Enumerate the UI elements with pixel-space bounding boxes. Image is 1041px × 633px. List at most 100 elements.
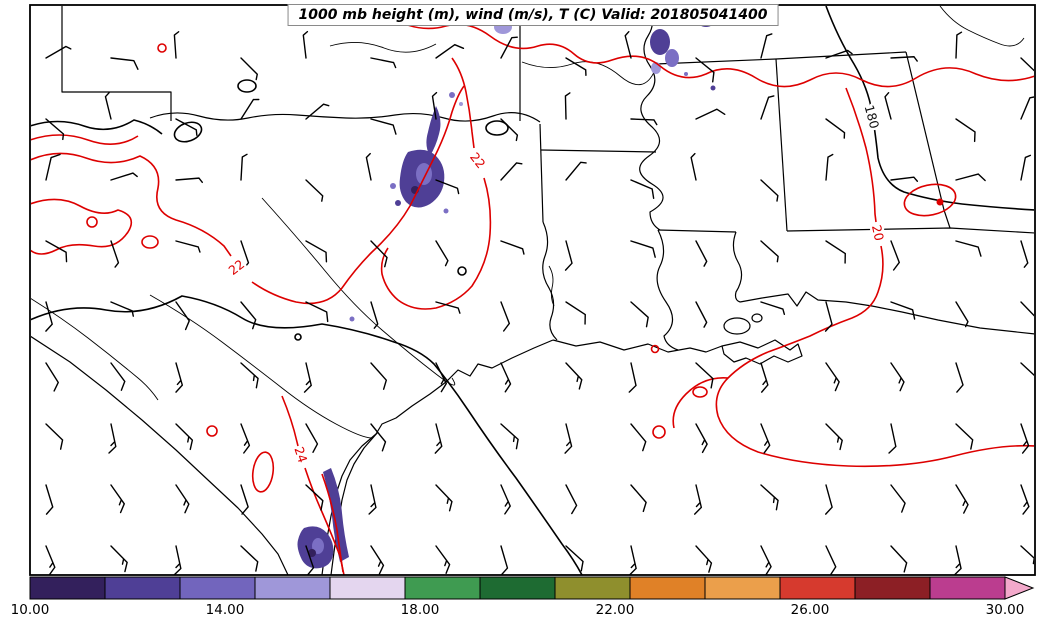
wind-barb — [370, 423, 387, 452]
wind-barb — [435, 362, 447, 393]
wind-barb — [890, 362, 905, 392]
wind-barb — [240, 484, 249, 515]
wind-barb — [435, 484, 453, 512]
wind-barb — [431, 91, 438, 120]
wind-barb — [565, 161, 587, 181]
wind-barb — [695, 423, 708, 454]
wind-barb — [240, 57, 258, 81]
wind-barb — [760, 423, 771, 454]
wind-barb — [955, 118, 976, 143]
wind-barb — [690, 152, 697, 181]
wind-barb — [305, 545, 315, 575]
wind-barb — [1020, 362, 1034, 389]
wind-barb — [110, 57, 139, 70]
wind-barb — [630, 118, 658, 126]
wind-barb — [368, 484, 377, 515]
wind-barb — [104, 91, 112, 120]
colorbar-over-arrow — [1004, 576, 1035, 600]
wind-barb — [240, 98, 260, 120]
colorbar-segment — [329, 576, 406, 600]
wind-barb — [955, 484, 969, 514]
wind-barb — [760, 95, 775, 120]
wind-barb — [45, 545, 56, 575]
wind-barb — [890, 301, 916, 320]
wind-barb — [695, 240, 708, 267]
wind-barb — [435, 301, 461, 314]
wind-barb — [175, 301, 190, 331]
wind-barb — [240, 362, 259, 389]
wind-barb — [695, 301, 708, 328]
wind-barb — [435, 545, 451, 575]
wind-barb — [890, 176, 919, 182]
wind-barb — [955, 31, 963, 59]
contour-label: 22 — [225, 256, 247, 278]
wind-barb — [955, 301, 969, 328]
wind-barb — [628, 545, 637, 575]
wind-barb — [695, 57, 715, 83]
wind-barb — [500, 301, 511, 332]
wind-barb — [305, 103, 330, 120]
contour-labels: 22 22 24 20 180 — [223, 101, 889, 467]
map-canvas: 22 22 24 20 180 — [29, 4, 1036, 576]
wind-barb — [824, 301, 833, 332]
wind-barb — [1020, 484, 1030, 515]
colorbar-segment — [479, 576, 556, 600]
wind-barb — [110, 301, 134, 317]
wind-barb — [760, 545, 772, 575]
wind-barb — [45, 153, 61, 181]
wind-barb — [695, 545, 713, 573]
wind-barb — [760, 33, 773, 59]
colorbar-segment — [104, 576, 181, 600]
wind-barb — [953, 545, 962, 575]
state-boundaries — [31, 6, 1034, 575]
wind-barb — [1020, 301, 1034, 325]
wind-barb — [45, 423, 64, 450]
wind-barb — [565, 545, 584, 572]
colorbar — [29, 576, 1035, 600]
wind-barb — [825, 49, 853, 59]
wind-barb — [175, 118, 198, 136]
wind-barb — [565, 57, 587, 76]
wind-barb — [108, 423, 117, 454]
wind-barb — [110, 362, 126, 391]
wind-barb — [760, 240, 779, 263]
wind-barb — [890, 545, 908, 573]
colorbar-segment — [704, 576, 781, 600]
wind-barb — [110, 484, 125, 514]
wind-barb — [888, 423, 897, 454]
wind-barb — [303, 362, 312, 393]
wind-barb — [1020, 545, 1034, 572]
wind-barb — [370, 362, 388, 390]
wind-barb — [500, 545, 509, 575]
colorbar-tick-labels: 10.00 14.00 18.00 22.00 26.00 30.00 — [0, 602, 1041, 624]
colorbar-tick: 10.00 — [10, 602, 50, 618]
wind-barb — [630, 179, 655, 200]
wind-barb — [695, 108, 726, 120]
colorbar-segment — [254, 576, 331, 600]
map-title: 1000 mb height (m), wind (m/s), T (C) Va… — [287, 4, 779, 26]
wind-barb — [240, 153, 248, 181]
wind-barb — [955, 173, 986, 182]
wind-barb — [1020, 96, 1034, 120]
wind-barb — [370, 57, 397, 69]
wind-barb — [565, 362, 583, 390]
wind-barb — [955, 423, 974, 450]
wind-barb — [565, 484, 578, 515]
wind-barb — [760, 362, 769, 393]
wind-barb — [760, 301, 786, 315]
colorbar-segment — [404, 576, 481, 600]
wind-barb — [890, 484, 906, 513]
wind-barb — [175, 484, 190, 514]
contour-label: 20 — [869, 223, 887, 242]
colorbar-segment — [29, 576, 106, 600]
wind-barb — [45, 45, 72, 59]
wind-barb — [825, 484, 833, 515]
wind-barb — [825, 362, 840, 392]
wind-barb — [500, 162, 523, 181]
precip-shading — [297, 13, 716, 569]
wind-barb — [500, 362, 512, 393]
wind-barb — [305, 423, 319, 453]
colorbar-segment — [554, 576, 631, 600]
wind-barb — [365, 152, 372, 181]
wind-barb — [45, 362, 59, 392]
